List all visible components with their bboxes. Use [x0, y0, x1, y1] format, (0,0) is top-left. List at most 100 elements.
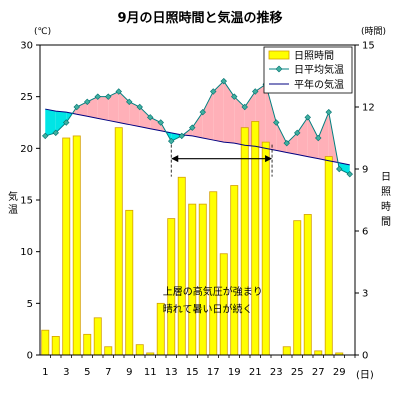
deviation-fill-22 [276, 122, 287, 153]
deviation-fill-26 [318, 112, 329, 161]
avg-temp-line [42, 77, 353, 178]
deviation-fill-3 [76, 101, 88, 117]
legend-marker-avg [275, 65, 283, 73]
y-right-label-char-1: 照 [381, 186, 391, 198]
avg-temp-point-day-14 [178, 132, 185, 140]
avg-temp-point-day-8 [115, 88, 122, 95]
sunshine-bars [41, 121, 344, 356]
sunshine-bar-day-22 [261, 141, 270, 356]
sunshine-bar-day-28 [324, 156, 333, 356]
y-left-label: 気温 [8, 190, 18, 216]
x-tick-label-5: 5 [84, 367, 90, 378]
sunshine-bar-day-6 [93, 317, 102, 356]
y-right-label-char-2: 時 [381, 201, 391, 213]
avg-temp-point-day-27 [315, 134, 322, 142]
sunshine-bar-day-19 [230, 185, 239, 356]
avg-temp-point-day-3 [63, 119, 70, 126]
y-right-tick-label-12: 12 [362, 103, 375, 114]
y-left-label-char-0: 気 [8, 190, 18, 203]
deviation-fill-6 [108, 91, 119, 123]
y-left-tick-label-30: 30 [20, 41, 33, 52]
deviation-fill-9 [139, 107, 151, 129]
avg-temp-point-day-18 [220, 77, 227, 85]
x-tick-label-25: 25 [291, 367, 304, 378]
avg-temp-point-day-26 [304, 114, 311, 121]
sunshine-bar-day-21 [251, 121, 260, 356]
sunshine-bar-day-3 [62, 137, 71, 356]
x-tick-label-7: 7 [105, 367, 111, 378]
annotation-arrowhead-right [265, 155, 273, 163]
y-right-label-char-0: 日 [381, 172, 391, 183]
y-left-tick-label-10: 10 [20, 247, 33, 258]
deviation-fill-21 [265, 84, 277, 151]
avg-temp-point-day-25 [294, 129, 301, 137]
sunshine-bar-day-17 [209, 191, 218, 356]
y-right-tick-label-9: 9 [362, 165, 368, 176]
chart-title: 9月の日照時間と気温の推移 [117, 10, 282, 26]
avg-temp-point-day-23 [273, 119, 280, 126]
y-left-tick-label-5: 5 [27, 299, 33, 310]
avg-temp-point-day-29 [336, 165, 343, 173]
avg-temp-point-day-1 [42, 132, 49, 140]
deviation-fill-16 [213, 81, 224, 143]
y-right-tick-label-0: 0 [362, 351, 368, 362]
x-tick-label-19: 19 [228, 367, 241, 378]
deviation-fill-5 [97, 96, 109, 121]
y-left-unit: (℃) [34, 27, 51, 37]
y-right-ticks: 0 3 6 9 12 15 [355, 41, 375, 362]
sunshine-bar-day-27 [314, 350, 323, 356]
deviation-fill-25 [307, 117, 319, 159]
avg-temp-point-day-15 [189, 124, 196, 131]
annotation-text-line-1: 上層の高気圧が強まり [163, 285, 263, 298]
x-tick-label-23: 23 [270, 367, 283, 378]
normal-temp-line [45, 108, 350, 166]
deviation-fill-24 [297, 117, 308, 157]
sunshine-bar-day-8 [114, 127, 123, 356]
x-unit: (日) [356, 370, 374, 381]
y-left-ticks: 0 5 10 15 20 25 30 [20, 41, 40, 362]
sunshine-bar-day-26 [303, 214, 312, 356]
deviation-fill-28 [339, 162, 350, 175]
deviation-fill-14 [192, 112, 203, 138]
deviation-fill-1 [55, 111, 67, 133]
avg-temp-point-day-21 [252, 88, 259, 95]
y-right-label: 日照時間 [381, 172, 391, 228]
deviation-fill-12 [171, 132, 182, 142]
sunshine-bar-day-10 [135, 344, 144, 356]
x-tick-label-9: 9 [126, 367, 132, 378]
avg-temp-point-day-13 [168, 137, 175, 145]
annotation-text-line-2: 晴れて暑い日が続く [163, 303, 253, 316]
sunshine-bar-day-25 [293, 220, 302, 356]
sunshine-bar-day-20 [240, 127, 249, 356]
y-right-unit: (時間) [361, 26, 386, 37]
avg-temp-point-day-2 [52, 129, 59, 137]
sunshine-bar-day-14 [177, 176, 186, 356]
avg-temp-point-day-7 [105, 93, 112, 100]
normal-temp-polyline [45, 108, 350, 166]
avg-temp-point-day-24 [283, 139, 290, 147]
deviation-fill-0 [45, 109, 56, 136]
avg-temp-point-day-11 [147, 114, 154, 121]
sunshine-bar-day-5 [83, 333, 92, 356]
x-tick-label-29: 29 [333, 367, 346, 378]
legend-swatch-sunshine [268, 50, 290, 60]
y-left-tick-label-25: 25 [20, 92, 33, 103]
x-tick-label-3: 3 [63, 367, 69, 378]
avg-temp-point-day-19 [231, 93, 238, 100]
avg-temp-point-day-5 [84, 98, 91, 106]
legend-label-avg: 日平均気温 [294, 63, 344, 76]
avg-temp-point-day-20 [241, 103, 248, 111]
y-left-tick-label-20: 20 [20, 144, 33, 155]
annotation-arrowhead-left [171, 155, 179, 163]
x-tick-label-27: 27 [312, 367, 325, 378]
sunshine-bar-day-7 [104, 346, 113, 356]
sunshine-bar-day-2 [51, 335, 60, 356]
legend-label-sunshine: 日照時間 [294, 50, 334, 62]
x-tick-label-21: 21 [249, 367, 262, 378]
avg-temp-point-day-28 [325, 108, 332, 116]
x-tick-label-15: 15 [186, 367, 199, 378]
avg-temp-point-day-30 [346, 170, 353, 178]
y-left-tick-label-0: 0 [27, 351, 33, 362]
y-right-label-char-3: 間 [381, 216, 391, 228]
